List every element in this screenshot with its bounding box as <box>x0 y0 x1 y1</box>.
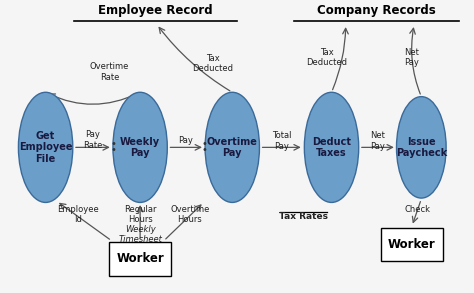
Text: Pay
Rate: Pay Rate <box>83 130 102 150</box>
Text: •: • <box>110 139 116 149</box>
Text: •: • <box>202 145 208 155</box>
Text: Net
Pay: Net Pay <box>370 131 385 151</box>
Ellipse shape <box>205 92 259 202</box>
Text: Overtime
Pay: Overtime Pay <box>207 137 258 158</box>
Text: •: • <box>110 145 116 155</box>
Text: Check: Check <box>404 205 430 214</box>
Ellipse shape <box>113 92 167 202</box>
Text: Worker: Worker <box>388 238 436 251</box>
Text: Company Records: Company Records <box>317 4 436 17</box>
Text: Weekly
Timesheet: Weekly Timesheet <box>118 225 162 244</box>
Text: Tax
Deducted: Tax Deducted <box>192 54 233 73</box>
Text: Issue
Paycheck: Issue Paycheck <box>396 137 447 158</box>
Text: Weekly
Pay: Weekly Pay <box>120 137 160 158</box>
Text: Employee
Id: Employee Id <box>57 205 99 224</box>
Text: Tax
Deducted: Tax Deducted <box>306 48 347 67</box>
Ellipse shape <box>18 92 73 202</box>
Text: Deduct
Taxes: Deduct Taxes <box>312 137 351 158</box>
Text: Pay: Pay <box>179 137 193 146</box>
Text: Tax Rates: Tax Rates <box>279 212 328 221</box>
Text: Net
Pay: Net Pay <box>404 48 419 67</box>
Bar <box>109 242 171 276</box>
Text: Regular
Hours: Regular Hours <box>124 205 156 224</box>
Text: Worker: Worker <box>116 253 164 265</box>
Bar <box>381 228 443 261</box>
Text: Employee Record: Employee Record <box>98 4 213 17</box>
Text: Overtime
Hours: Overtime Hours <box>170 205 210 224</box>
Text: •: • <box>202 139 208 149</box>
Ellipse shape <box>304 92 359 202</box>
Ellipse shape <box>397 97 446 198</box>
Text: Overtime
Rate: Overtime Rate <box>90 62 129 82</box>
Text: Get
Employee
File: Get Employee File <box>19 131 73 164</box>
Text: Total
Pay: Total Pay <box>272 131 292 151</box>
